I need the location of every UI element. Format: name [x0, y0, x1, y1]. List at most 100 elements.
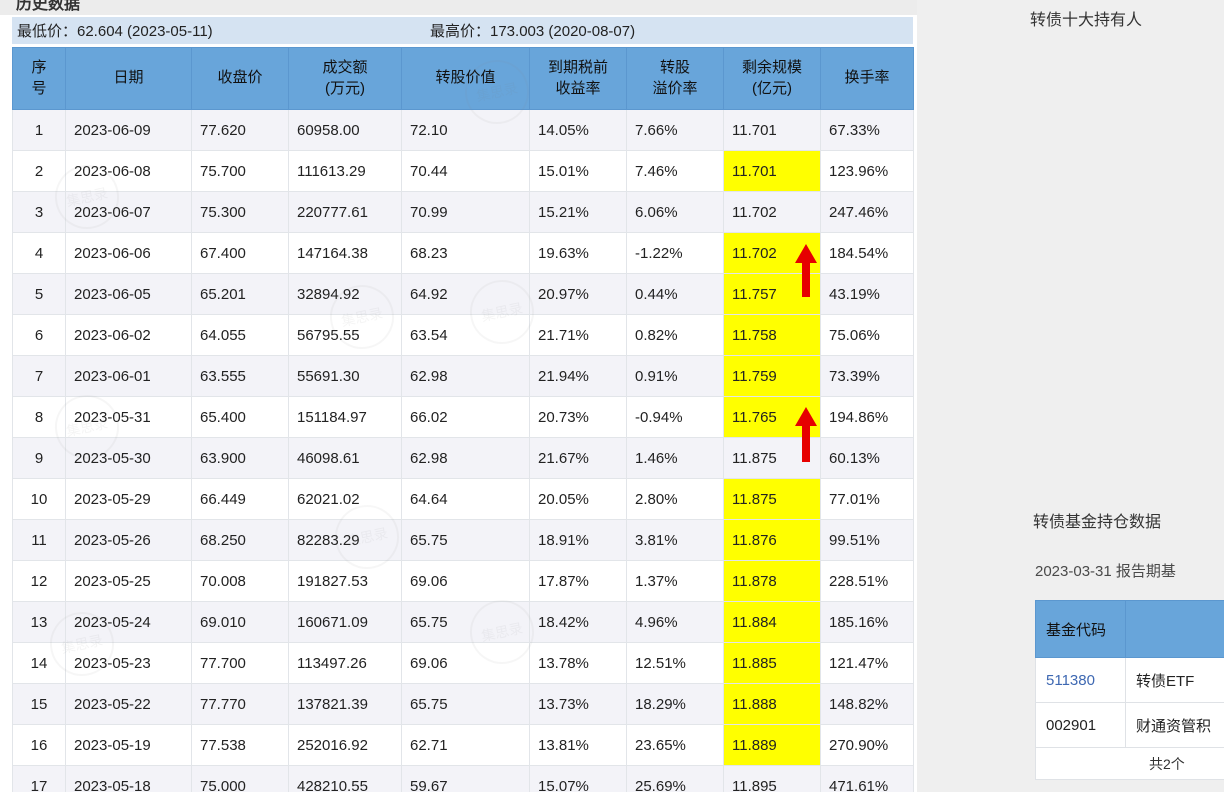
- cell-turnover-rate: 67.33%: [820, 109, 914, 151]
- cell-turnover-rate: 185.16%: [820, 601, 914, 643]
- cell-ytm: 17.87%: [529, 560, 627, 602]
- col-header-close: 收盘价: [191, 47, 289, 110]
- cell-conversion-value: 66.02: [401, 396, 530, 438]
- cell-close: 65.400: [191, 396, 289, 438]
- cell-date: 2023-05-31: [65, 396, 192, 438]
- history-row: 6 2023-06-02 64.055 56795.55 63.54 21.71% 0.82…: [12, 314, 914, 356]
- cell-turnover-rate: 73.39%: [820, 355, 914, 397]
- cell-ytm: 21.94%: [529, 355, 627, 397]
- fund-header-row: 基金代码: [1035, 600, 1224, 658]
- cell-amount: 62021.02: [288, 478, 402, 520]
- cell-amount: 111613.29: [288, 150, 402, 192]
- fund-row: 002901 财通资管积: [1035, 702, 1224, 748]
- cell-seq: 13: [12, 601, 66, 643]
- cell-amount: 46098.61: [288, 437, 402, 479]
- cell-seq: 1: [12, 109, 66, 151]
- cell-remaining-size: 11.878: [723, 560, 821, 602]
- cell-ytm: 13.81%: [529, 724, 627, 766]
- col-header-remaining-size: 剩余规模 (亿元): [723, 47, 821, 110]
- cell-remaining-size: 11.889: [723, 724, 821, 766]
- cell-conversion-value: 70.99: [401, 191, 530, 233]
- cell-amount: 137821.39: [288, 683, 402, 725]
- fund-name: 转债ETF: [1125, 657, 1224, 703]
- cell-ytm: 20.05%: [529, 478, 627, 520]
- cell-premium: 1.46%: [626, 437, 724, 479]
- cell-ytm: 15.21%: [529, 191, 627, 233]
- col-header-fund-name: [1125, 600, 1224, 658]
- cell-seq: 2: [12, 150, 66, 192]
- cell-premium: 7.46%: [626, 150, 724, 192]
- cell-turnover-rate: 228.51%: [820, 560, 914, 602]
- report-period-text: 2023-03-31 报告期基: [1035, 563, 1176, 580]
- cell-seq: 17: [12, 765, 66, 792]
- cell-close: 75.300: [191, 191, 289, 233]
- cell-conversion-value: 68.23: [401, 232, 530, 274]
- cell-amount: 220777.61: [288, 191, 402, 233]
- cell-conversion-value: 64.92: [401, 273, 530, 315]
- cell-close: 69.010: [191, 601, 289, 643]
- cell-premium: 0.44%: [626, 273, 724, 315]
- cell-remaining-size: 11.765: [723, 396, 821, 438]
- history-row: 14 2023-05-23 77.700 113497.26 69.06 13.78% 12…: [12, 642, 914, 684]
- cell-seq: 9: [12, 437, 66, 479]
- history-row: 5 2023-06-05 65.201 32894.92 64.92 20.97% 0.44…: [12, 273, 914, 315]
- fund-code: 002901: [1035, 702, 1126, 748]
- cell-amount: 151184.97: [288, 396, 402, 438]
- cell-remaining-size: 11.875: [723, 478, 821, 520]
- cell-close: 77.700: [191, 642, 289, 684]
- cell-close: 67.400: [191, 232, 289, 274]
- col-header-date: 日期: [65, 47, 192, 110]
- cell-premium: -0.94%: [626, 396, 724, 438]
- fund-code[interactable]: 511380: [1035, 657, 1126, 703]
- cell-premium: 18.29%: [626, 683, 724, 725]
- cell-remaining-size: 11.701: [723, 109, 821, 151]
- cell-amount: 60958.00: [288, 109, 402, 151]
- history-header-row: 序 号 日期 收盘价 成交额 (万元) 转股价值 到期税前 收益率 转股 溢价率…: [12, 47, 914, 110]
- cell-conversion-value: 65.75: [401, 519, 530, 561]
- history-row: 8 2023-05-31 65.400 151184.97 66.02 20.73% -0.…: [12, 396, 914, 438]
- cell-turnover-rate: 270.90%: [820, 724, 914, 766]
- cell-date: 2023-05-23: [65, 642, 192, 684]
- cell-remaining-size: 11.701: [723, 150, 821, 192]
- cell-ytm: 21.67%: [529, 437, 627, 479]
- cell-premium: 12.51%: [626, 642, 724, 684]
- cell-seq: 12: [12, 560, 66, 602]
- cell-premium: 3.81%: [626, 519, 724, 561]
- cell-amount: 428210.55: [288, 765, 402, 792]
- cell-conversion-value: 62.98: [401, 355, 530, 397]
- cell-premium: 0.82%: [626, 314, 724, 356]
- cell-amount: 32894.92: [288, 273, 402, 315]
- cell-remaining-size: 11.758: [723, 314, 821, 356]
- cell-ytm: 13.78%: [529, 642, 627, 684]
- cell-turnover-rate: 75.06%: [820, 314, 914, 356]
- cell-conversion-value: 59.67: [401, 765, 530, 792]
- cell-date: 2023-06-06: [65, 232, 192, 274]
- cell-conversion-value: 62.98: [401, 437, 530, 479]
- cell-ytm: 13.73%: [529, 683, 627, 725]
- cell-turnover-rate: 184.54%: [820, 232, 914, 274]
- col-header-ytm: 到期税前 收益率: [529, 47, 627, 110]
- history-row: 3 2023-06-07 75.300 220777.61 70.99 15.21% 6.0…: [12, 191, 914, 233]
- cell-remaining-size: 11.884: [723, 601, 821, 643]
- cell-ytm: 20.97%: [529, 273, 627, 315]
- cell-seq: 14: [12, 642, 66, 684]
- cell-premium: 25.69%: [626, 765, 724, 792]
- cell-premium: -1.22%: [626, 232, 724, 274]
- cell-close: 64.055: [191, 314, 289, 356]
- cell-close: 70.008: [191, 560, 289, 602]
- fund-holdings-section-title: 转债基金持仓数据: [1033, 514, 1162, 531]
- cell-seq: 10: [12, 478, 66, 520]
- cell-date: 2023-06-08: [65, 150, 192, 192]
- cell-seq: 16: [12, 724, 66, 766]
- cell-close: 77.620: [191, 109, 289, 151]
- cell-turnover-rate: 77.01%: [820, 478, 914, 520]
- cell-conversion-value: 69.06: [401, 560, 530, 602]
- cell-date: 2023-05-24: [65, 601, 192, 643]
- cell-conversion-value: 63.54: [401, 314, 530, 356]
- col-header-fund-code: 基金代码: [1035, 600, 1126, 658]
- cell-date: 2023-06-01: [65, 355, 192, 397]
- cell-ytm: 14.05%: [529, 109, 627, 151]
- cell-remaining-size: 11.702: [723, 232, 821, 274]
- history-row: 13 2023-05-24 69.010 160671.09 65.75 18.42% 4.…: [12, 601, 914, 643]
- highest-price-text: 最高价：173.003 (2020-08-07): [430, 23, 636, 40]
